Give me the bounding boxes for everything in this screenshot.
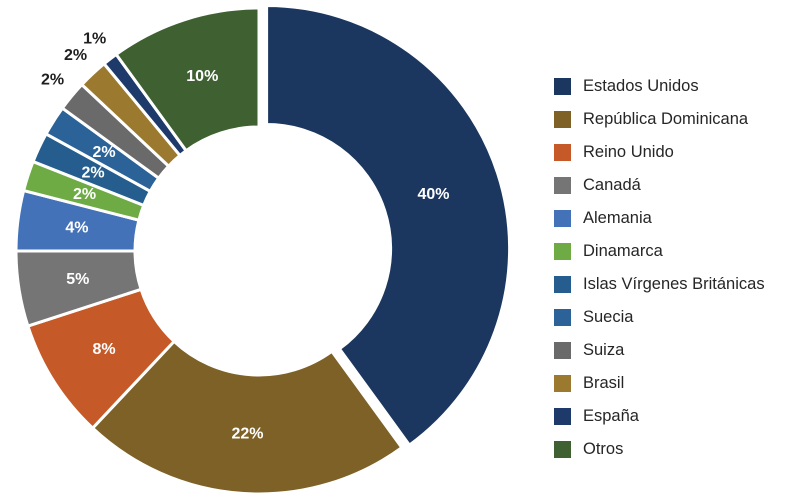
legend-swatch xyxy=(554,441,571,458)
data-label-suecia: 2% xyxy=(93,144,116,161)
legend-item-brasil: Brasil xyxy=(554,367,765,400)
legend-item-republica-dominicana: República Dominicana xyxy=(554,103,765,136)
data-label-brasil: 2% xyxy=(64,47,87,64)
legend-swatch xyxy=(554,210,571,227)
legend-item-estados-unidos: Estados Unidos xyxy=(554,70,765,103)
legend-label: Islas Vírgenes Británicas xyxy=(583,275,765,293)
legend-swatch xyxy=(554,78,571,95)
data-label-otros: 10% xyxy=(186,68,218,85)
slice-republica-dominicana xyxy=(91,339,404,496)
legend-item-dinamarca: Dinamarca xyxy=(554,235,765,268)
legend-item-espana: España xyxy=(554,400,765,433)
legend-label: Estados Unidos xyxy=(583,77,699,95)
legend-label: Otros xyxy=(583,440,624,458)
legend-swatch xyxy=(554,276,571,293)
legend-label: Alemania xyxy=(583,209,652,227)
legend-swatch xyxy=(554,243,571,260)
slice-estados-unidos xyxy=(265,4,512,447)
legend-swatch xyxy=(554,111,571,128)
legend-swatch xyxy=(554,342,571,359)
legend-label: Suecia xyxy=(583,308,634,326)
legend-swatch xyxy=(554,177,571,194)
legend-item-otros: Otros xyxy=(554,433,765,466)
legend-label: República Dominicana xyxy=(583,110,749,128)
data-label-dinamarca: 2% xyxy=(73,186,96,203)
data-label-alemania: 4% xyxy=(65,220,88,237)
chart-legend: Estados Unidos República Dominicana Reino … xyxy=(554,70,765,466)
legend-label: Brasil xyxy=(583,374,625,392)
legend-item-suecia: Suecia xyxy=(554,301,765,334)
legend-label: Reino Unido xyxy=(583,143,674,161)
legend-label: España xyxy=(583,407,639,425)
legend-swatch xyxy=(554,144,571,161)
legend-item-alemania: Alemania xyxy=(554,202,765,235)
legend-label: Canadá xyxy=(583,176,641,194)
legend-swatch xyxy=(554,408,571,425)
data-label-reino-unido: 8% xyxy=(93,341,116,358)
slice-otros xyxy=(114,6,261,153)
legend-label: Suiza xyxy=(583,341,625,359)
legend-item-reino-unido: Reino Unido xyxy=(554,136,765,169)
legend-item-islas-virgenes-britanicas: Islas Vírgenes Británicas xyxy=(554,268,765,301)
data-label-republica-dominicana: 22% xyxy=(231,426,263,443)
data-label-espana: 1% xyxy=(83,31,106,48)
legend-swatch xyxy=(554,309,571,326)
data-label-suiza: 2% xyxy=(41,72,64,89)
data-label-canada: 5% xyxy=(66,271,89,288)
data-label-islas-virgenes-britanicas: 2% xyxy=(81,164,104,181)
legend-item-suiza: Suiza xyxy=(554,334,765,367)
legend-item-canada: Canadá xyxy=(554,169,765,202)
legend-swatch xyxy=(554,375,571,392)
data-label-estados-unidos: 40% xyxy=(417,186,449,203)
legend-label: Dinamarca xyxy=(583,242,663,260)
